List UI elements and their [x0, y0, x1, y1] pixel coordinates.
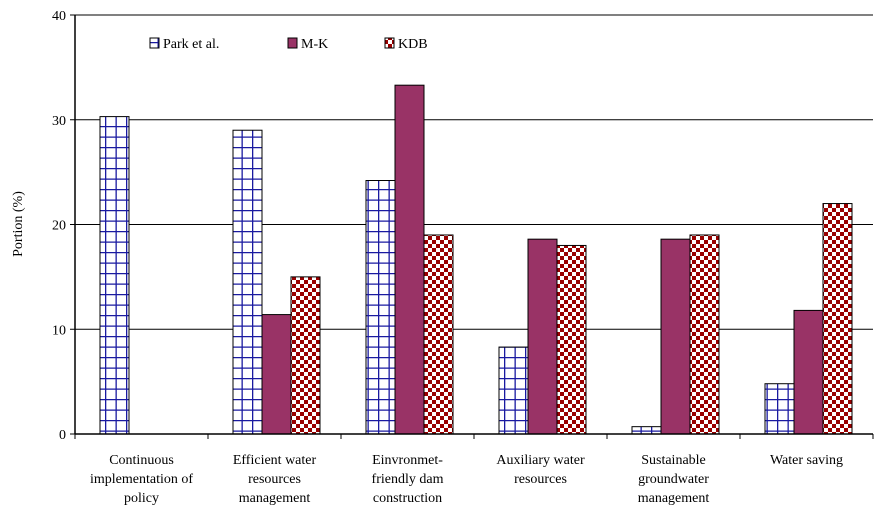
y-tick-labels: 0 10 20 30 40: [52, 9, 66, 443]
y-tick-label-0: 0: [59, 428, 66, 443]
bar-2-4: [689, 234, 720, 435]
bar-1-5: [793, 309, 824, 435]
bar-0-3: [498, 346, 529, 435]
legend-label-1: M-K: [301, 37, 328, 52]
bar-1-4: [660, 238, 691, 435]
bar-0-1: [232, 129, 263, 435]
bar-2-2: [423, 234, 454, 435]
y-axis-title: Portion (%): [11, 191, 26, 257]
bar-1-2: [394, 84, 425, 435]
bar-2-5: [822, 203, 853, 435]
legend-swatch-0: [149, 37, 160, 49]
legend: Park et al. M-K KDB: [149, 37, 428, 52]
y-tick-label-1: 10: [52, 323, 66, 338]
legend-swatch-1: [287, 37, 298, 49]
bar-0-5: [764, 383, 795, 435]
category-label-4: Sustainable groundwater management: [638, 453, 710, 506]
bar-0-4: [631, 426, 662, 435]
bar-2-1: [290, 276, 321, 435]
bar-1-1: [261, 314, 292, 435]
y-tick-label-2: 20: [52, 219, 66, 234]
bar-0-2: [365, 180, 396, 435]
legend-label-2: KDB: [398, 37, 428, 52]
x-category-labels: Continuous implementation of policy Efficie…: [90, 453, 843, 506]
bar-2-3: [556, 244, 587, 435]
category-label-0: Continuous implementation of policy: [90, 453, 193, 506]
gridlines: [75, 14, 873, 330]
bar-0-0: [99, 116, 130, 435]
axes: [70, 14, 874, 439]
category-label-3: Auxiliary water resources: [496, 453, 585, 487]
bar-1-3: [527, 238, 558, 435]
bars: [99, 84, 853, 435]
category-label-1: Efficient water resources management: [233, 453, 317, 506]
legend-swatch-2: [384, 37, 395, 49]
category-label-2: Einvronmet-friendly dam construction: [372, 453, 444, 506]
y-tick-label-3: 30: [52, 114, 66, 129]
category-label-5: Water saving: [770, 453, 843, 468]
legend-label-0: Park et al.: [163, 37, 219, 52]
y-tick-label-4: 40: [52, 9, 66, 24]
